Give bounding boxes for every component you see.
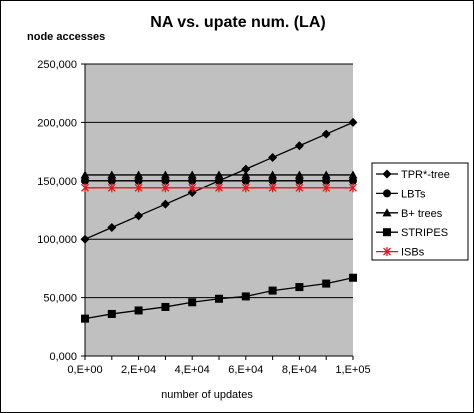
data-point-lbts (107, 176, 116, 185)
x-tick-label: 6,E+04 (228, 364, 263, 376)
legend-label: LBTs (401, 188, 426, 200)
legend-items: TPR*-tree LBTs B+ trees STRIPES ISBs (376, 169, 450, 259)
data-point-lbts (81, 176, 89, 185)
data-point-stripes (322, 279, 331, 288)
data-point-lbts (161, 176, 170, 185)
plot-area (85, 64, 353, 356)
y-tick-label: 100,000 (37, 234, 77, 246)
y-tick-label: 50,000 (43, 293, 77, 305)
y-axis-label: node accesses (27, 31, 105, 43)
legend-item-tpr-tree: TPR*-tree (376, 169, 450, 181)
legend-marker (383, 228, 391, 237)
x-tick-label: 8,E+04 (282, 364, 317, 376)
data-point-b-trees (214, 170, 224, 179)
legend-item-isbs: ISBs (376, 247, 425, 259)
data-point-tpr-tree (321, 129, 331, 139)
series-isbs (81, 183, 357, 193)
legend-label: TPR*-tree (401, 169, 450, 181)
data-point-tpr-tree (241, 164, 251, 174)
data-point-isbs (188, 183, 197, 193)
data-point-stripes (295, 283, 304, 292)
y-tick-label: 250,000 (37, 59, 77, 71)
data-point-tpr-tree (107, 223, 117, 233)
data-point-tpr-tree (348, 117, 358, 127)
data-point-stripes (188, 298, 197, 307)
data-point-isbs (295, 183, 304, 193)
data-point-stripes (134, 306, 143, 315)
data-point-stripes (161, 302, 170, 311)
data-point-lbts (268, 176, 277, 185)
legend-marker (382, 169, 392, 179)
y-tick-label: 0,000 (49, 351, 77, 363)
x-axis-label: number of updates (161, 389, 253, 401)
data-point-isbs (268, 183, 277, 193)
data-point-b-trees (134, 170, 144, 179)
series-stripes (81, 273, 357, 323)
x-tick-label: 0,E+00 (67, 364, 102, 376)
data-point-lbts (295, 176, 304, 185)
data-point-isbs (322, 183, 331, 193)
legend-label: ISBs (401, 247, 425, 259)
data-point-b-trees (268, 170, 278, 179)
y-tick-label: 200,000 (37, 117, 77, 129)
data-point-stripes (241, 292, 250, 301)
data-point-isbs (134, 183, 143, 193)
legend-label: STRIPES (401, 227, 448, 239)
legend-marker (382, 208, 392, 217)
series-lbts (81, 176, 357, 185)
data-point-lbts (134, 176, 143, 185)
data-point-isbs (81, 183, 89, 193)
data-point-lbts (188, 176, 197, 185)
y-tick-label: 150,000 (37, 176, 77, 188)
data-point-isbs (107, 183, 116, 193)
series-group (80, 117, 358, 323)
legend-label: B+ trees (401, 208, 443, 220)
data-point-b-trees (241, 170, 251, 179)
x-tick-label: 4,E+04 (175, 364, 210, 376)
data-point-stripes (81, 314, 89, 323)
data-point-b-trees (80, 170, 90, 179)
legend-item-b-trees: B+ trees (376, 208, 443, 220)
data-point-b-trees (348, 170, 358, 179)
x-tick-label: 2,E+04 (121, 364, 156, 376)
data-point-tpr-tree (80, 234, 90, 244)
data-point-tpr-tree (160, 199, 170, 209)
legend-marker (383, 189, 391, 198)
data-point-isbs (161, 183, 170, 193)
chart-title: NA vs. upate num. (LA) (150, 14, 325, 31)
legend-marker (383, 247, 391, 257)
data-point-b-trees (107, 170, 117, 179)
data-point-b-trees (187, 170, 197, 179)
data-point-b-trees (160, 170, 170, 179)
data-point-lbts (349, 176, 357, 185)
data-point-b-trees (321, 170, 331, 179)
data-point-stripes (349, 273, 357, 282)
data-point-isbs (349, 183, 357, 193)
data-point-tpr-tree (294, 141, 304, 151)
data-point-lbts (241, 176, 250, 185)
data-point-lbts (322, 176, 331, 185)
data-point-stripes (268, 286, 277, 295)
series-b-trees (80, 170, 358, 179)
data-point-stripes (215, 294, 223, 303)
legend-item-stripes: STRIPES (376, 227, 448, 239)
data-point-b-trees (294, 170, 304, 179)
axes: 0,000 50,000 100,000 150,000 200,000 250,000 0… (37, 59, 370, 376)
data-point-tpr-tree (134, 211, 144, 221)
data-point-isbs (241, 183, 250, 193)
legend-item-lbts: LBTs (376, 188, 426, 200)
data-point-lbts (215, 176, 223, 185)
data-point-isbs (215, 183, 223, 193)
data-point-stripes (107, 309, 116, 318)
data-point-tpr-tree (268, 152, 278, 162)
x-tick-label: 1,E+05 (335, 364, 370, 376)
